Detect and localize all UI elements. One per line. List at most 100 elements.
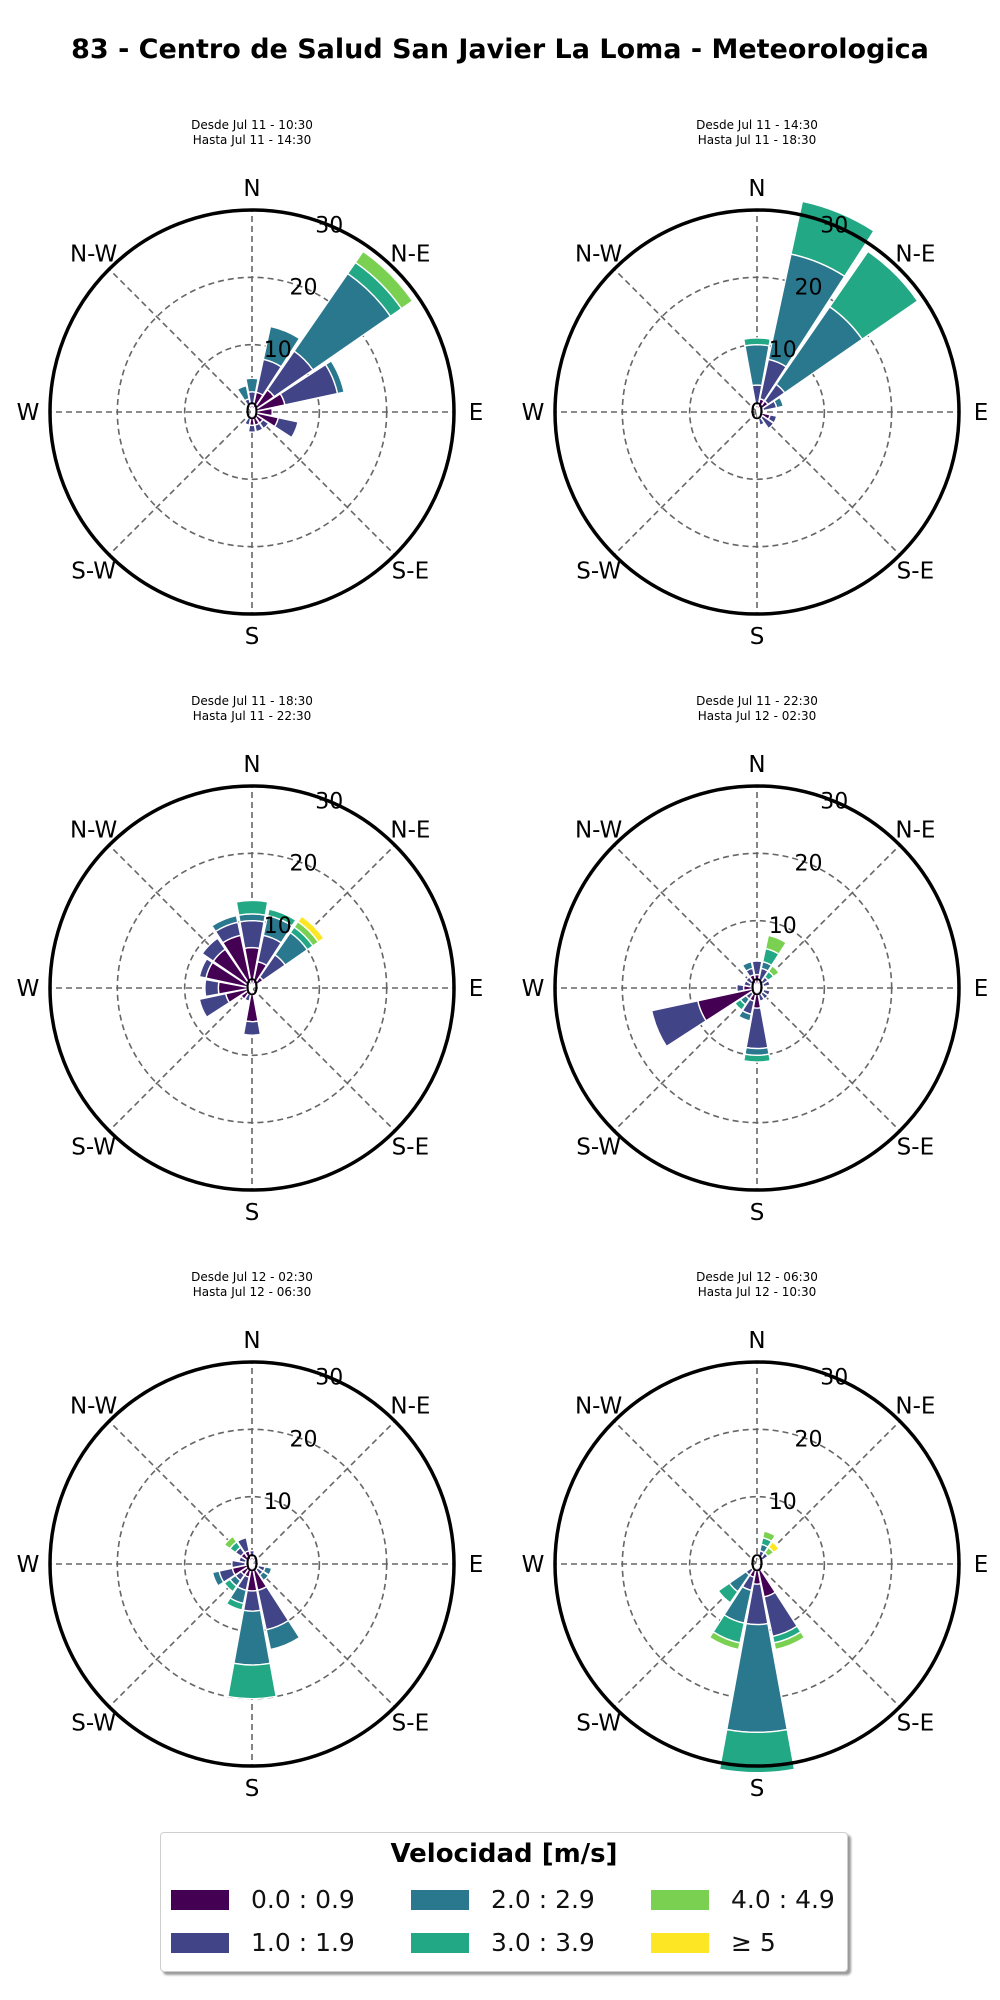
radial-tick-label: 30 — [315, 789, 343, 814]
angular-gridline — [108, 411, 253, 556]
radial-tick-label: 20 — [795, 1428, 823, 1453]
radial-tick-label: 30 — [315, 213, 343, 238]
radial-tick-label: 10 — [769, 1490, 797, 1515]
direction-label: S — [245, 1776, 260, 1802]
angular-gridline — [756, 1563, 901, 1708]
rose-subtitle-to: Hasta Jul 11 - 14:30 — [193, 133, 312, 147]
rose-bar-dir5-bin1 — [273, 416, 299, 439]
legend: Velocidad [m/s] 0.0 : 0.9 1.0 : 1.9 2.0 … — [160, 1832, 848, 1972]
radial-tick-label: 20 — [290, 276, 318, 301]
rose-subtitle-from: Desde Jul 11 - 14:30 — [696, 118, 818, 132]
direction-label: W — [522, 1552, 545, 1578]
rose-subtitle-from: Desde Jul 12 - 06:30 — [696, 1270, 818, 1284]
angular-gridline — [251, 411, 396, 556]
rose-bar-dir0-bin2 — [245, 377, 259, 393]
angular-gridline — [756, 411, 901, 556]
direction-label: S-E — [897, 1710, 934, 1736]
rose-bar-dir1-bin2 — [262, 325, 301, 368]
direction-label: S-W — [71, 558, 116, 584]
direction-label: E — [469, 1552, 484, 1578]
rose-bar-dir11-bin2 — [211, 1570, 225, 1587]
radial-tick-label: 30 — [820, 789, 848, 814]
rose-subtitle-to: Hasta Jul 12 - 06:30 — [193, 1285, 312, 1299]
legend-swatch — [171, 1932, 229, 1953]
rose-bar-dir11-bin1 — [198, 992, 231, 1019]
radial-tick-label: 0 — [245, 400, 259, 425]
legend-swatch — [651, 1889, 709, 1910]
direction-label: N-W — [575, 818, 622, 844]
rose-bar-dir8-bin1 — [242, 1020, 262, 1036]
direction-label: S-E — [392, 1134, 429, 1160]
direction-label: W — [17, 976, 40, 1002]
legend-item-bin-3: 3.0 : 3.9 — [411, 1928, 595, 1957]
rose-bar-dir0-bin3 — [742, 337, 772, 347]
rose-bar-dir0-bin1 — [248, 1549, 256, 1559]
direction-label: N-E — [895, 242, 935, 268]
radial-tick-label: 20 — [795, 276, 823, 301]
rose-bar-dir13-bin1 — [198, 957, 214, 979]
direction-label: W — [17, 1552, 40, 1578]
direction-label: S-W — [576, 558, 621, 584]
direction-label: S-E — [392, 558, 429, 584]
radial-tick-label: 0 — [750, 976, 764, 1001]
legend-swatch — [651, 1932, 709, 1953]
radial-tick-label: 20 — [795, 852, 823, 877]
rose-bar-dir0-bin1 — [751, 960, 763, 976]
rose-bar-dir3-bin2 — [773, 396, 785, 409]
radial-tick-label: 10 — [264, 338, 292, 363]
rose-bar-dir2-bin5 — [767, 1540, 781, 1554]
angular-gridline — [251, 987, 396, 1132]
direction-label: N-W — [575, 242, 622, 268]
direction-label: S — [750, 1776, 765, 1802]
rose-subtitle-from: Desde Jul 11 - 22:30 — [696, 694, 818, 708]
direction-label: N — [243, 752, 260, 778]
rose-bar-dir9-bin3 — [225, 1596, 245, 1611]
direction-label: N-W — [70, 242, 117, 268]
angular-gridline — [251, 1563, 396, 1708]
rose-frame — [553, 784, 961, 1192]
direction-label: S-W — [71, 1134, 116, 1160]
angular-gridline — [251, 1420, 396, 1565]
direction-label: S — [750, 624, 765, 650]
direction-label: N-W — [70, 1394, 117, 1420]
rose-bar-dir1-bin4 — [764, 934, 788, 956]
direction-label: W — [17, 400, 40, 426]
radial-tick-label: 30 — [315, 1365, 343, 1390]
angular-gridline — [756, 1420, 901, 1565]
direction-label: S-W — [71, 1710, 116, 1736]
direction-label: N — [243, 176, 260, 202]
direction-label: S-E — [897, 1134, 934, 1160]
radial-tick-label: 20 — [290, 852, 318, 877]
rose-bar-dir0-bin1 — [239, 919, 265, 950]
angular-gridline — [108, 987, 253, 1132]
rose-frame — [48, 1360, 456, 1768]
direction-label: N — [748, 1328, 765, 1354]
rose-bar-dir14-bin1 — [201, 937, 227, 963]
legend-swatch — [411, 1889, 469, 1910]
direction-label: N-E — [390, 242, 430, 268]
radial-tick-label: 0 — [245, 1552, 259, 1577]
rose-bar-dir15-bin2 — [236, 384, 250, 402]
rose-bar-dir8-bin1 — [247, 424, 257, 433]
rose-bar-dir2-bin3 — [828, 250, 919, 341]
angular-gridline — [756, 844, 901, 989]
rose-bar-dir9-bin1 — [243, 416, 252, 426]
direction-label: E — [974, 1552, 989, 1578]
direction-label: N-W — [70, 818, 117, 844]
rose-frame — [553, 1360, 961, 1768]
direction-label: W — [522, 400, 545, 426]
rose-bar-dir15-bin2 — [741, 960, 754, 972]
rose-subtitle-to: Hasta Jul 11 - 22:30 — [193, 709, 312, 723]
legend-title: Velocidad [m/s] — [390, 1839, 618, 1869]
legend-label: 1.0 : 1.9 — [251, 1928, 355, 1957]
radial-gridline — [688, 343, 826, 481]
rose-bar-dir6-bin2 — [258, 1570, 270, 1582]
legend-item-bin-4: 4.0 : 4.9 — [651, 1885, 835, 1914]
rose-subtitle-to: Hasta Jul 12 - 02:30 — [698, 709, 817, 723]
direction-label: S-E — [392, 1710, 429, 1736]
legend-label: 2.0 : 2.9 — [491, 1885, 595, 1914]
